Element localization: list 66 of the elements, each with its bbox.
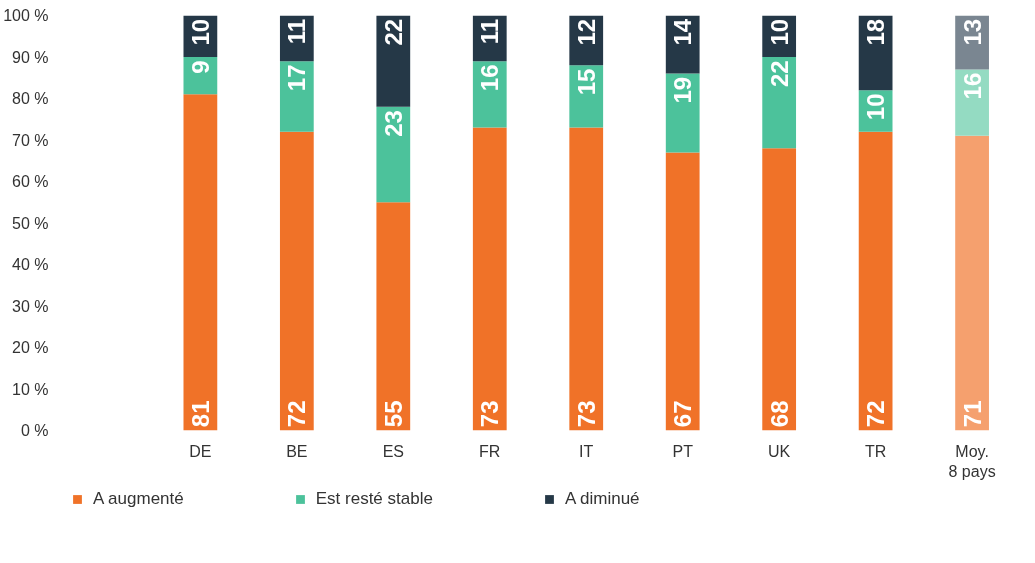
data-label: 22 (379, 18, 407, 46)
legend-label: A augmenté (93, 489, 184, 509)
y-tick-label: 30 % (12, 297, 49, 315)
x-tick-label: Moy. 8 pays (948, 442, 996, 480)
data-label: 73 (572, 400, 600, 428)
data-label: 72 (862, 400, 890, 428)
y-tick-label: 50 % (12, 214, 49, 232)
data-label: 55 (379, 400, 407, 428)
x-tick-label: FR (479, 442, 501, 460)
data-label: 23 (379, 110, 407, 137)
data-label: 13 (958, 18, 986, 46)
data-label: 19 (669, 76, 697, 104)
x-tick-label: IT (579, 442, 594, 460)
bar (955, 135, 989, 431)
bar (376, 106, 411, 203)
y-tick-label: 20 % (12, 339, 49, 356)
bar (569, 127, 604, 431)
bar (376, 202, 411, 431)
data-label: 68 (765, 400, 793, 428)
data-label: 14 (669, 18, 697, 46)
bar (762, 148, 797, 431)
bar (279, 61, 314, 132)
y-tick-label: 90 % (12, 48, 49, 66)
legend-label: A diminué (564, 489, 640, 509)
bar (279, 131, 314, 431)
bar (762, 57, 797, 149)
data-label: 11 (283, 18, 311, 45)
y-tick-label: 10 % (12, 380, 49, 398)
data-label: 12 (572, 18, 600, 46)
bar (183, 94, 218, 431)
x-tick-label: ES (382, 442, 404, 460)
data-label: 15 (572, 68, 600, 96)
x-tick-label: DE (189, 442, 212, 460)
data-label: 10 (765, 18, 793, 46)
data-label: 81 (186, 400, 214, 428)
y-tick-label: 100 % (3, 7, 49, 24)
data-label: 17 (283, 64, 311, 92)
data-label: 10 (186, 18, 214, 46)
x-tick-label: TR (864, 442, 887, 460)
data-label: 9 (186, 60, 214, 74)
bar (665, 152, 700, 431)
data-label: 72 (283, 400, 311, 428)
data-label: 18 (862, 18, 890, 46)
y-tick-label: 40 % (12, 256, 49, 273)
legend-label: Est resté stable (315, 489, 433, 509)
data-label: 11 (476, 18, 504, 45)
data-label: 67 (669, 400, 697, 428)
x-tick-label: PT (672, 442, 694, 460)
data-label: 10 (862, 93, 890, 121)
y-tick-label: 60 % (12, 173, 49, 190)
y-tick-label: 70 % (12, 131, 49, 149)
bar (858, 131, 893, 431)
data-label: 73 (476, 400, 504, 428)
x-tick-label: BE (286, 442, 308, 460)
y-tick-label: 0 % (20, 422, 49, 439)
data-label: 71 (958, 400, 986, 428)
bar (955, 69, 989, 136)
data-label: 22 (765, 60, 793, 88)
bar (376, 15, 411, 107)
data-label: 16 (958, 72, 986, 100)
bar (472, 127, 507, 431)
y-tick-label: 80 % (12, 90, 49, 107)
bar (472, 61, 507, 128)
bar (569, 65, 604, 128)
x-tick-label: UK (768, 442, 791, 460)
data-label: 16 (476, 64, 504, 92)
